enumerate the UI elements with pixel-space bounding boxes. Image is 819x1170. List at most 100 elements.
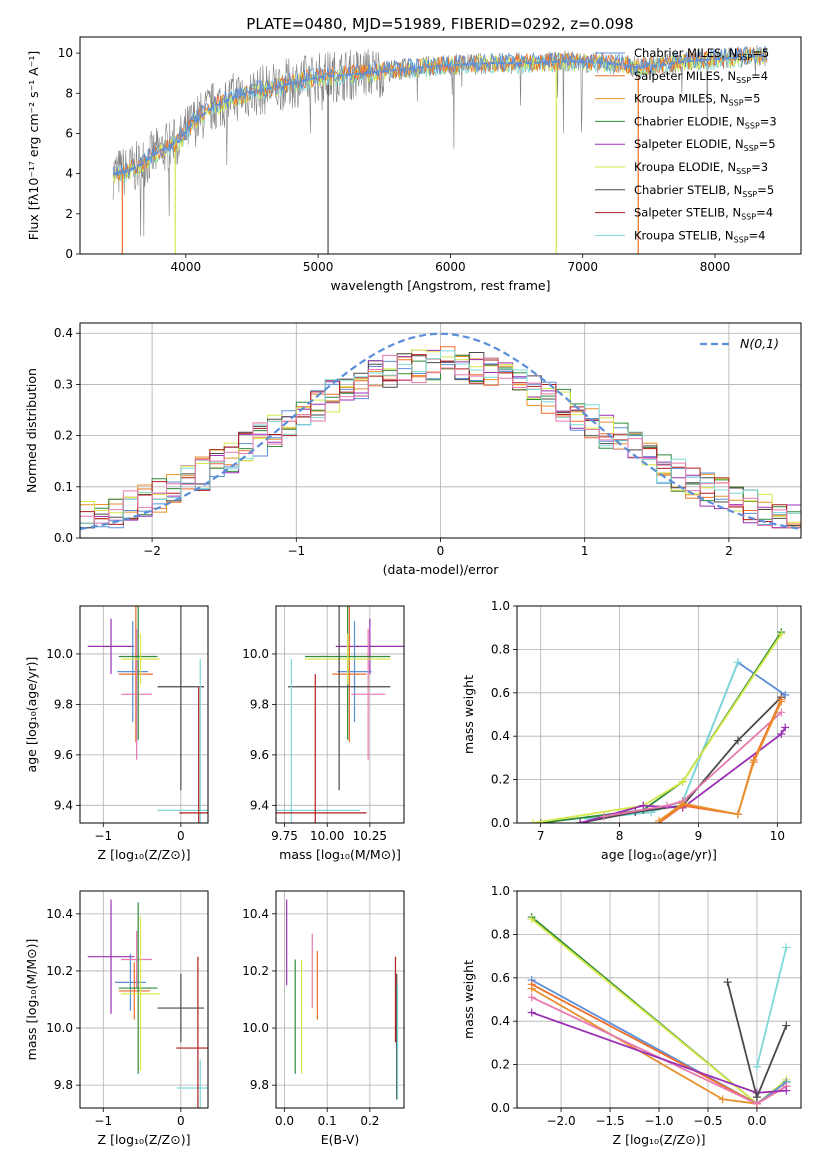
y-tick-label: 9.4 bbox=[250, 798, 269, 812]
y-tick-label: 9.6 bbox=[250, 748, 269, 762]
smooth-model-line bbox=[112, 54, 768, 175]
data-point-marker bbox=[723, 978, 732, 987]
model-line-chabrier_miles bbox=[112, 45, 768, 179]
legend-entry: Kroupa STELIB, NSSP=4 bbox=[634, 228, 765, 244]
x-tick-label: 7000 bbox=[567, 260, 598, 274]
plot-area-weight_vs_age bbox=[517, 606, 801, 823]
histogram-pink bbox=[80, 354, 801, 529]
x-axis-label: mass [log₁₀(M/M⊙)] bbox=[279, 847, 401, 862]
y-tick-label: 0.2 bbox=[491, 773, 510, 787]
legend-entry: Chabrier MILES, NSSP=5 bbox=[634, 46, 769, 62]
x-tick-label: −2 bbox=[143, 544, 161, 558]
plot-area-mass_vs_Z bbox=[80, 891, 208, 1108]
x-axis-label: E(B-V) bbox=[321, 1132, 360, 1147]
x-tick-label: 6000 bbox=[435, 260, 466, 274]
data-point-marker bbox=[733, 736, 742, 745]
y-axis-label: mass weight bbox=[461, 960, 476, 1039]
x-tick-label: 9 bbox=[695, 829, 703, 843]
y-tick-label: 10.2 bbox=[46, 964, 73, 978]
x-tick-label: −2.0 bbox=[546, 1114, 575, 1128]
histogram-chabrier_stelib bbox=[80, 352, 801, 529]
x-tick-label: 5000 bbox=[303, 260, 334, 274]
data-point-marker bbox=[777, 630, 786, 639]
y-tick-label: 9.8 bbox=[54, 697, 73, 711]
data-point-marker bbox=[733, 658, 742, 667]
data-point-marker bbox=[536, 819, 545, 823]
x-tick-label: −1 bbox=[287, 544, 305, 558]
data-point-marker bbox=[777, 730, 786, 739]
data-point-marker bbox=[777, 708, 786, 717]
x-axis-label: Z [log₁₀(Z/Z⊙)] bbox=[98, 1132, 191, 1147]
y-tick-label: 4 bbox=[65, 167, 73, 181]
plot-area-weight_vs_Z bbox=[517, 891, 801, 1108]
series-line-kroupa_stelib bbox=[756, 947, 788, 1068]
data-point-marker bbox=[782, 943, 791, 952]
x-tick-label: 0 bbox=[177, 1114, 185, 1128]
x-axis-label: age [log₁₀(age/yr)] bbox=[601, 847, 717, 862]
x-tick-label: −1 bbox=[94, 829, 112, 843]
y-tick-label: 10.0 bbox=[242, 1021, 269, 1035]
x-tick-label: −1.5 bbox=[595, 1114, 624, 1128]
y-tick-label: 1.0 bbox=[491, 884, 510, 898]
data-point-marker bbox=[678, 777, 687, 786]
data-point-marker bbox=[718, 1095, 727, 1104]
y-tick-label: 8 bbox=[65, 86, 73, 100]
y-tick-label: 10.0 bbox=[46, 1021, 73, 1035]
axes-frame bbox=[79, 890, 209, 1109]
data-point-marker bbox=[528, 819, 537, 823]
y-tick-label: 10.0 bbox=[242, 647, 269, 661]
axes-frame bbox=[79, 36, 802, 255]
y-tick-label: 10.4 bbox=[242, 907, 269, 921]
y-tick-label: 0.6 bbox=[491, 971, 510, 985]
series-line-kroupa_elodie bbox=[532, 633, 783, 823]
panel-mass_vs_Z: −1 0 9.8 10.0 10.2 10.4 Z [log₁₀(Z/Z⊙)] mass [l… bbox=[24, 890, 209, 1147]
y-tick-label: 0 bbox=[65, 247, 73, 261]
y-tick-label: 0.0 bbox=[491, 816, 510, 830]
data-point-marker bbox=[527, 1008, 536, 1017]
data-point-marker bbox=[527, 993, 536, 1002]
axes-frame bbox=[79, 605, 209, 824]
histogram-kroupa_stelib bbox=[80, 350, 801, 526]
panel-mass_vs_ebv: 0.0 0.1 0.2 9.8 10.0 10.2 10.4 E(B-V) bbox=[242, 890, 405, 1147]
data-point-marker bbox=[576, 819, 585, 823]
y-tick-label: 10 bbox=[58, 46, 73, 60]
x-tick-label: 9.75 bbox=[271, 829, 298, 843]
y-axis-label: age [log₁₀(age/yr)] bbox=[24, 657, 39, 773]
x-tick-label: −1.0 bbox=[644, 1114, 673, 1128]
x-tick-label: 1 bbox=[581, 544, 589, 558]
legend-entry: Salpeter STELIB, NSSP=4 bbox=[634, 206, 773, 222]
x-tick-label: 4000 bbox=[171, 260, 202, 274]
plot-area-age_vs_Z bbox=[80, 606, 208, 823]
data-point-marker bbox=[678, 799, 687, 808]
data-point-marker bbox=[527, 984, 536, 993]
data-point-marker bbox=[655, 816, 663, 823]
panel-age_vs_Z: −1 0 9.4 9.6 9.8 10.0 Z [log₁₀(Z/Z⊙)] age [log₁… bbox=[24, 605, 209, 862]
y-tick-label: 6 bbox=[65, 126, 73, 140]
gaussian-curve bbox=[80, 332, 801, 531]
panel-spectrum: 4000 5000 6000 7000 8000 0 2 4 6 8 10 wavelength [A… bbox=[26, 36, 802, 293]
x-axis-label: Z [log₁₀(Z/Z⊙)] bbox=[98, 847, 191, 862]
legend-entry: Salpeter ELODIE, NSSP=5 bbox=[634, 137, 776, 153]
legend-entry: Salpeter MILES, NSSP=4 bbox=[634, 69, 768, 85]
legend-entry: Kroupa MILES, NSSP=5 bbox=[634, 92, 760, 108]
axes-frame bbox=[516, 605, 802, 824]
y-tick-label: 0.0 bbox=[54, 531, 73, 545]
y-tick-label: 9.8 bbox=[250, 1078, 269, 1092]
panel-age_vs_mass: 9.75 10.00 10.25 9.4 9.6 9.8 10.0 mass [log₁₀(M… bbox=[242, 605, 405, 862]
axes-frame bbox=[275, 605, 405, 824]
x-axis-label: wavelength [Angstrom, rest frame] bbox=[330, 278, 550, 293]
x-tick-label: 0.0 bbox=[747, 1114, 766, 1128]
y-tick-label: 10.4 bbox=[46, 907, 73, 921]
axes-frame bbox=[275, 890, 405, 1109]
data-point-marker bbox=[752, 1093, 761, 1102]
series-line-pink bbox=[603, 711, 782, 818]
panel-residuals: −2 −1 0 1 2 0.0 0.1 0.2 0.3 0.4 (data-model)/error… bbox=[24, 322, 802, 577]
y-axis-label: mass weight bbox=[461, 675, 476, 754]
x-tick-label: 10.00 bbox=[310, 829, 344, 843]
x-tick-label: 8000 bbox=[700, 260, 731, 274]
figure-title: PLATE=0480, MJD=51989, FIBERID=0292, z=0… bbox=[246, 15, 633, 33]
y-tick-label: 0.2 bbox=[491, 1058, 510, 1072]
y-tick-label: 0.3 bbox=[54, 377, 73, 391]
y-tick-label: 0.2 bbox=[54, 429, 73, 443]
y-axis-label: Normed distribution bbox=[24, 368, 39, 493]
